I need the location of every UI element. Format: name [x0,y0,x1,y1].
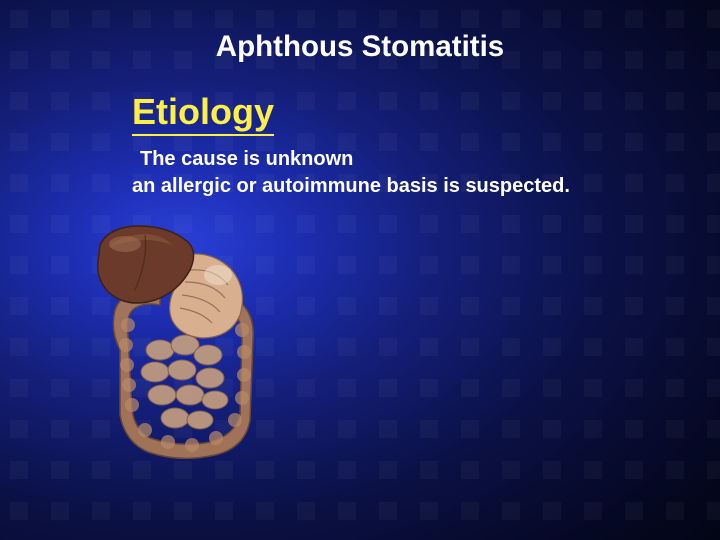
subheading-wrap: Etiology [132,92,274,132]
slide-title: Aphthous Stomatitis [0,30,720,64]
slide-subheading: Etiology [132,91,274,136]
digestive-organs-illustration [90,220,290,480]
body-line-1: The cause is unknown [140,148,353,171]
body-line-2: an allergic or autoimmune basis is suspe… [132,175,570,198]
slide-container: Aphthous Stomatitis Etiology The cause i… [0,0,720,540]
